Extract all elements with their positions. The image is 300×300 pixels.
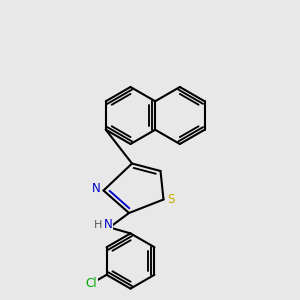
Text: Cl: Cl bbox=[85, 278, 97, 290]
Text: N: N bbox=[103, 218, 112, 232]
Text: S: S bbox=[167, 193, 175, 206]
Text: H: H bbox=[94, 220, 102, 230]
Text: N: N bbox=[92, 182, 100, 196]
